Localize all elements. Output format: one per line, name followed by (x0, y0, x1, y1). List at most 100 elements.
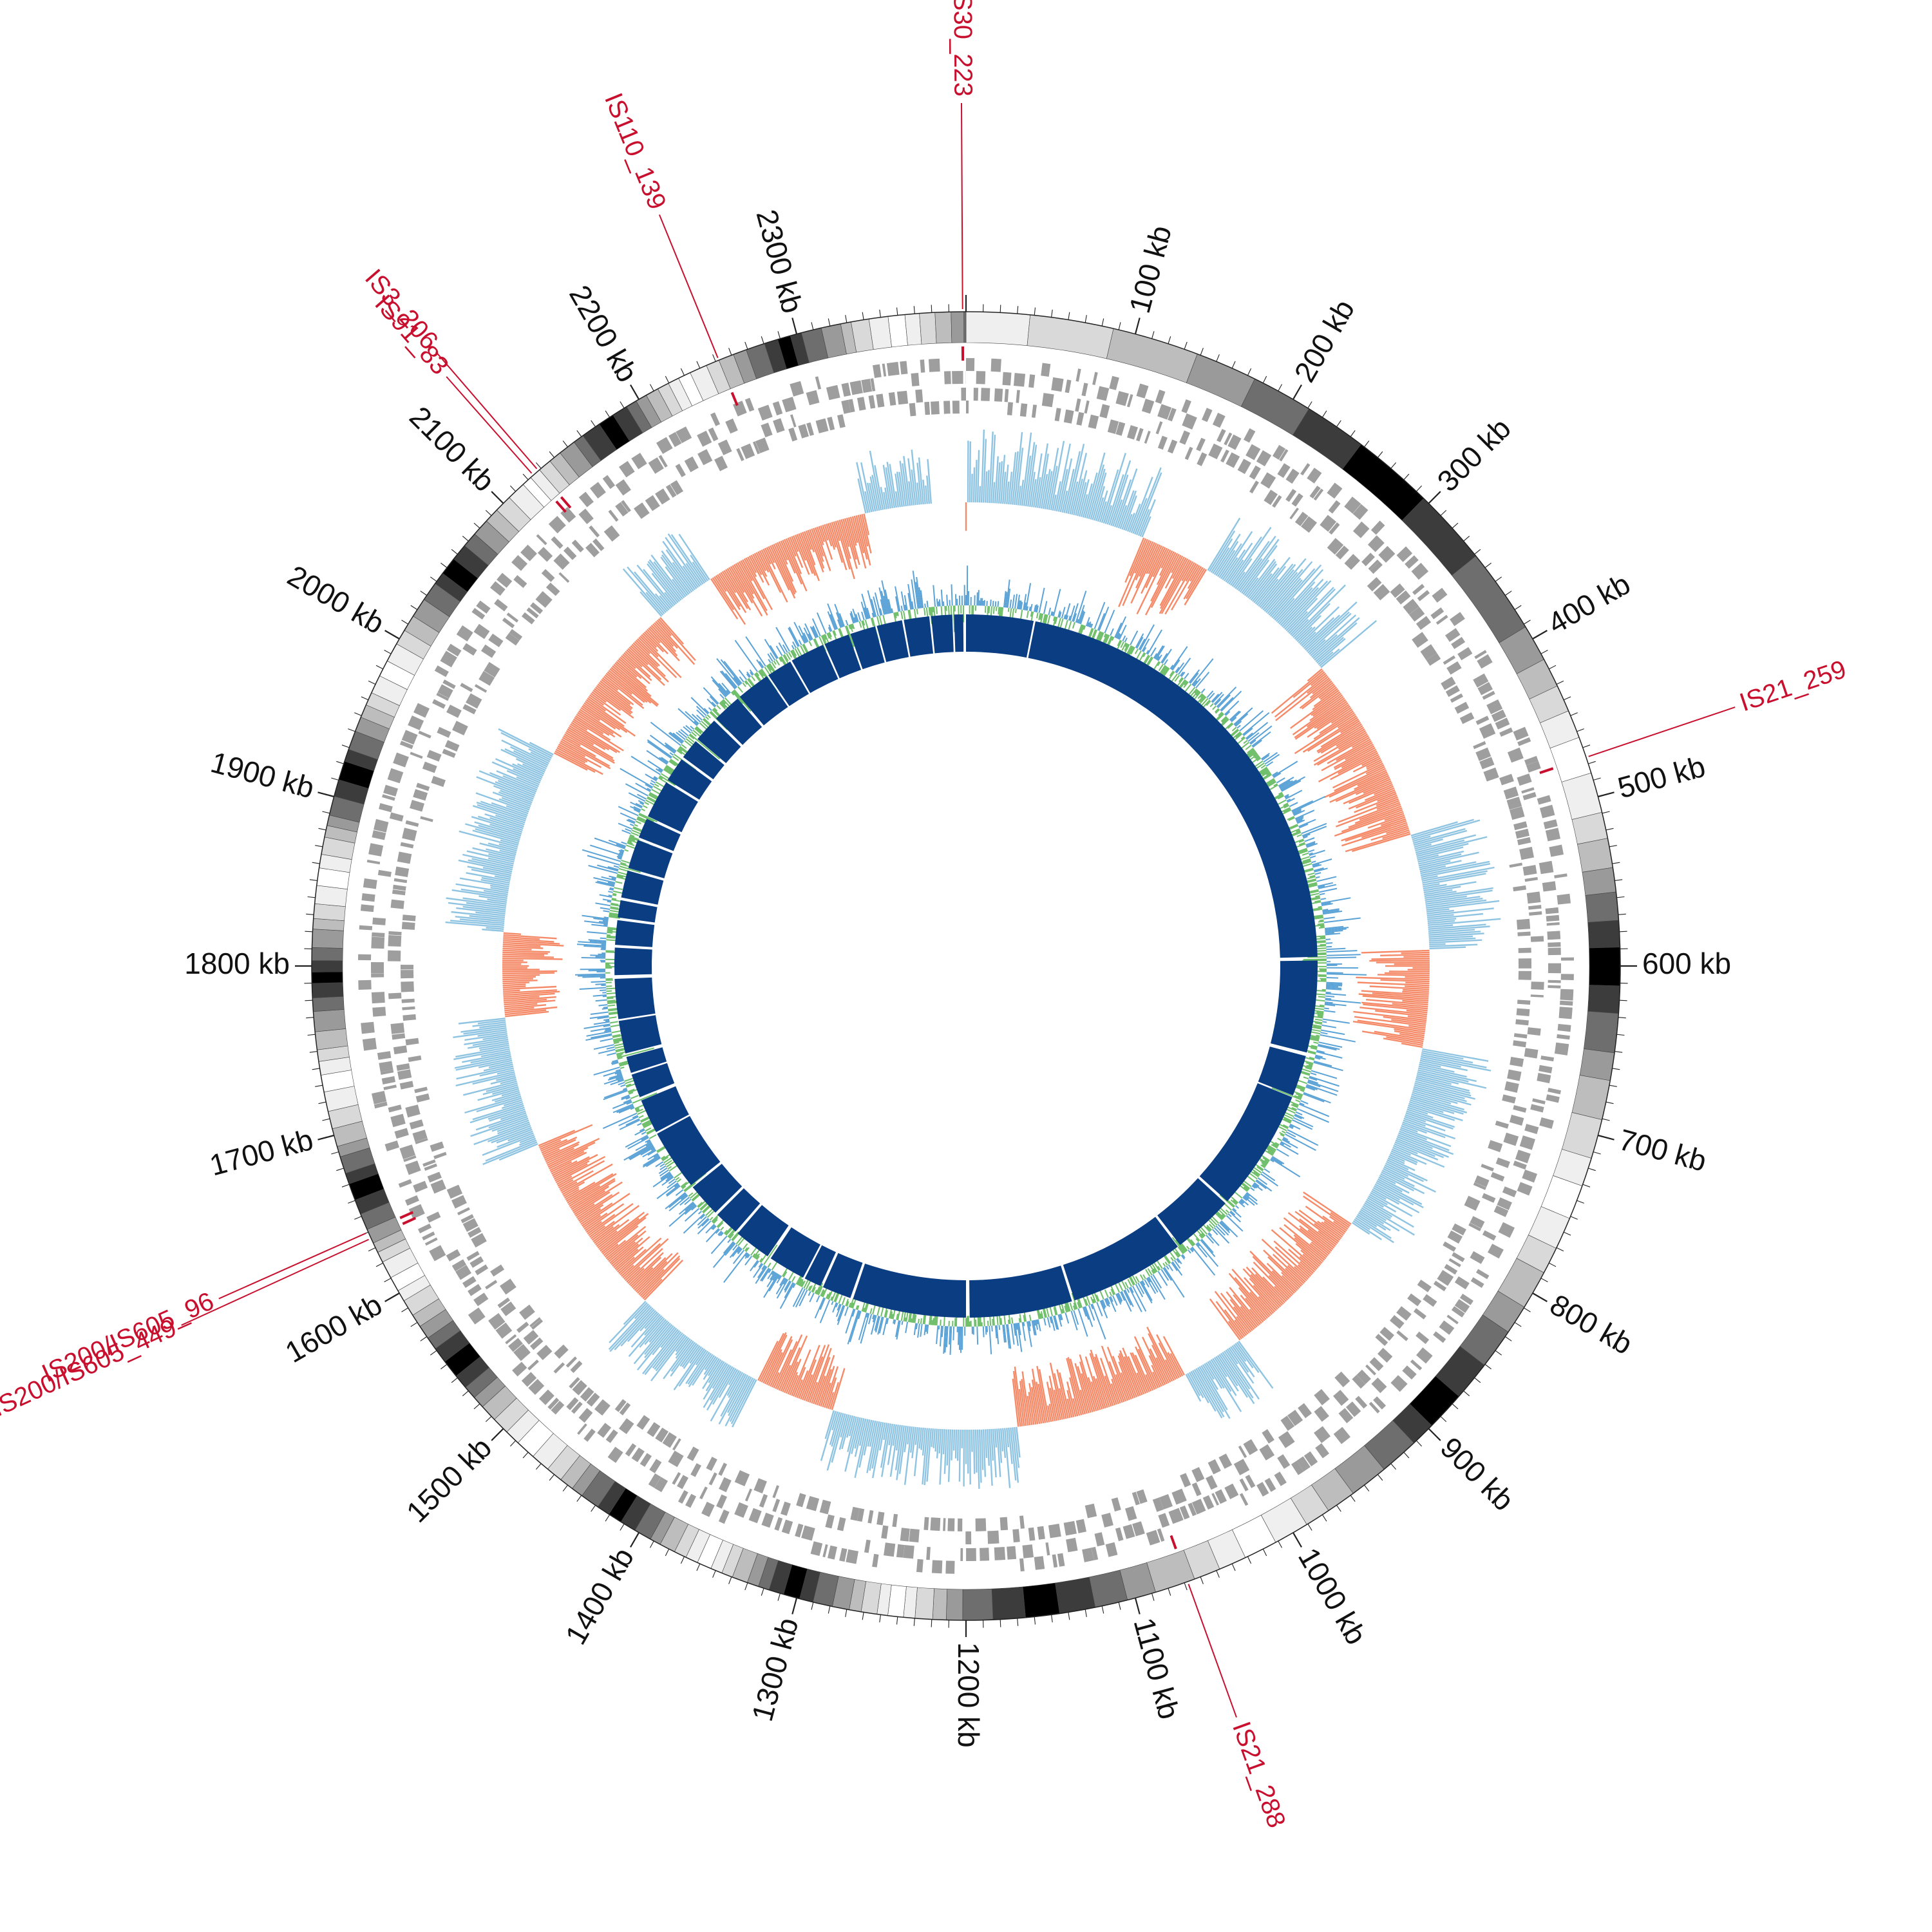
gc-content-mark (717, 1230, 723, 1236)
gc-content-mark (1043, 601, 1048, 614)
ideogram-band (1571, 1075, 1611, 1121)
negative-skew-mark (541, 1136, 578, 1154)
gene-feature (864, 1539, 871, 1553)
gc-content-mark (1023, 1321, 1025, 1327)
gene-feature (1052, 1554, 1058, 1568)
negative-skew-mark (503, 934, 557, 940)
positive-skew-mark (847, 1416, 857, 1452)
gc-content-mark (1296, 819, 1303, 823)
minor-tick (348, 1200, 355, 1204)
negative-skew-mark (1090, 1349, 1110, 1408)
gc-content-mark (1180, 1242, 1188, 1251)
positive-skew-mark (1372, 1187, 1420, 1214)
positive-skew-mark (707, 1358, 720, 1376)
gc-content-mark (1053, 1307, 1057, 1316)
gene-feature (892, 1513, 898, 1528)
gc-content-mark (1242, 1197, 1247, 1201)
positive-skew-mark (1108, 460, 1132, 526)
negative-skew-mark (1021, 1379, 1029, 1426)
gc-content-mark (1298, 819, 1316, 828)
gene-feature (1373, 583, 1390, 601)
gene-feature (1468, 1222, 1482, 1231)
positive-skew-mark (1258, 564, 1294, 607)
gc-content-mark (650, 721, 681, 746)
gc-content-mark (733, 1249, 744, 1264)
negative-skew-mark (1066, 1358, 1083, 1416)
negative-skew-mark (1293, 1234, 1325, 1261)
negative-skew-mark (1189, 565, 1200, 582)
negative-skew-mark (649, 626, 678, 657)
minor-tick (1336, 420, 1341, 428)
gene-feature (379, 803, 393, 813)
gc-content-mark (916, 609, 918, 615)
negative-skew-mark (543, 1148, 560, 1157)
minor-tick (1609, 1084, 1617, 1087)
negative-skew-mark (1314, 704, 1350, 729)
positive-skew-mark (854, 1417, 863, 1449)
gene-feature (374, 1101, 388, 1109)
positive-skew-mark (880, 486, 886, 510)
negative-skew-mark (589, 1225, 606, 1238)
positive-skew-mark (486, 927, 504, 930)
negative-skew-mark (1089, 1352, 1108, 1408)
gene-feature (1136, 428, 1144, 442)
gene-feature (437, 684, 453, 699)
gc-content-mark (667, 1174, 673, 1179)
negative-skew-mark (1348, 789, 1396, 810)
gene-feature (930, 1517, 941, 1531)
gc-content-mark (817, 1282, 824, 1295)
gc-content-mark (996, 606, 998, 611)
gc-content-mark (1291, 1104, 1298, 1108)
gc-content-mark (1260, 1173, 1278, 1187)
negative-skew-mark (1402, 999, 1428, 1004)
gc-content-mark (612, 1059, 618, 1063)
positive-skew-mark (636, 564, 673, 609)
positive-skew-mark (660, 1327, 677, 1349)
positive-skew-mark (1205, 1362, 1223, 1389)
gene-feature (1239, 1493, 1249, 1506)
positive-skew-mark (462, 853, 514, 867)
gc-content-mark (617, 1047, 654, 1059)
positive-skew-mark (994, 456, 999, 504)
gc-content-mark (849, 1298, 855, 1308)
positive-skew-mark (492, 791, 531, 808)
gc-content-mark (1170, 665, 1174, 670)
positive-skew-mark (1008, 1427, 1013, 1464)
positive-skew-mark (1316, 638, 1346, 664)
positive-skew-mark (1420, 1057, 1461, 1068)
gc-content-mark (1037, 1319, 1041, 1332)
minor-tick (331, 777, 339, 781)
minor-tick (401, 1307, 408, 1312)
gene-feature (773, 418, 785, 433)
negative-skew-mark (1361, 990, 1429, 996)
positive-skew-mark (650, 1334, 687, 1381)
positive-skew-mark (466, 872, 511, 882)
positive-skew-mark (1187, 1372, 1201, 1396)
gene-feature (512, 1361, 527, 1377)
positive-skew-mark (869, 1420, 876, 1447)
gc-content-mark (1141, 1281, 1153, 1302)
gc-content-mark (1307, 849, 1315, 853)
inner-block (904, 616, 933, 657)
gc-content-mark (1313, 1041, 1319, 1044)
gene-feature (401, 981, 414, 992)
positive-skew-mark (481, 876, 510, 884)
positive-skew-mark (703, 1356, 717, 1375)
negative-skew-mark (1305, 1206, 1345, 1235)
gene-feature (538, 1389, 554, 1405)
positive-skew-mark (1095, 497, 1104, 522)
gc-content-mark (861, 620, 866, 631)
gc-content-mark (609, 1016, 617, 1019)
negative-skew-mark (798, 533, 817, 576)
gene-feature (1301, 516, 1317, 533)
positive-skew-mark (695, 1349, 707, 1366)
gene-feature (837, 414, 846, 428)
gc-content-mark (782, 1278, 788, 1285)
gc-content-mark (900, 605, 904, 611)
negative-skew-mark (1244, 1277, 1276, 1312)
gc-content-mark (763, 1244, 778, 1265)
negative-skew-mark (1309, 696, 1344, 721)
gc-content-mark (1121, 642, 1127, 651)
positive-skew-mark (1411, 1094, 1464, 1111)
positive-skew-mark (466, 902, 506, 909)
